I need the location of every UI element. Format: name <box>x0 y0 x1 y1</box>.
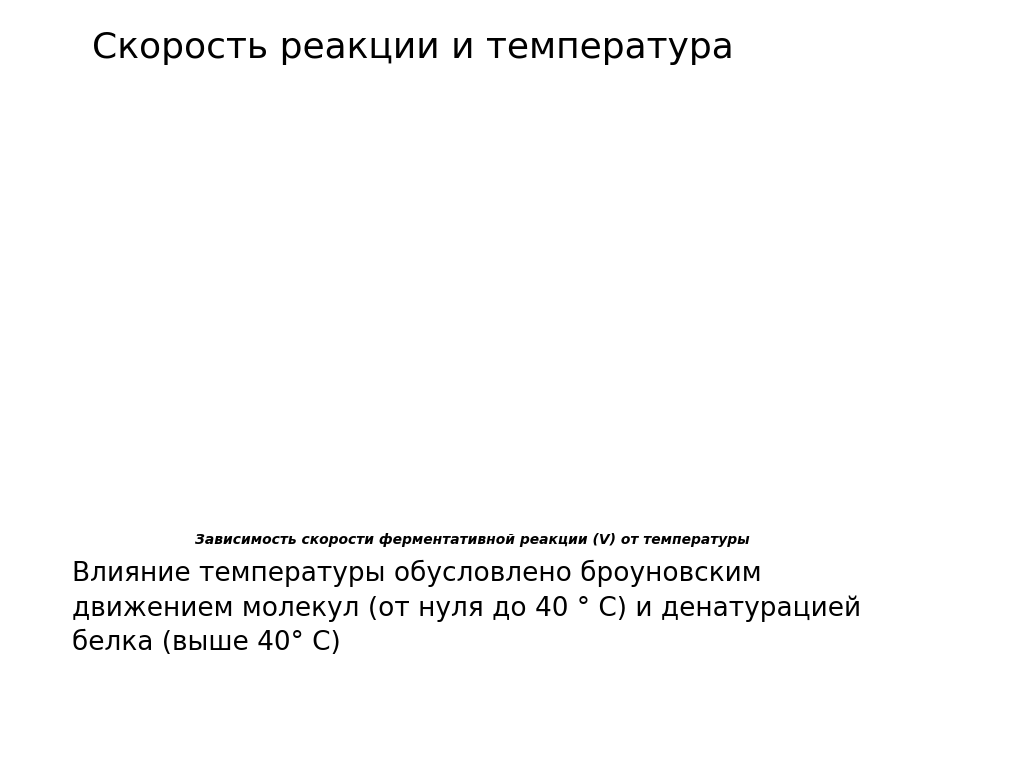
Text: 50: 50 <box>637 524 656 539</box>
Text: Каталитическая
активность
снижается: Каталитическая активность снижается <box>638 234 775 338</box>
Text: Скорость реакции и температура: Скорость реакции и температура <box>92 31 734 64</box>
Text: Максимальная
каталитическая
активность: Максимальная каталитическая активность <box>588 95 723 145</box>
Text: 60: 60 <box>723 524 741 539</box>
Text: Зависимость скорости ферментативной реакции (V) от температуры: Зависимость скорости ферментативной реак… <box>195 533 750 547</box>
Text: 40: 40 <box>552 524 571 539</box>
Text: t, °C: t, °C <box>797 524 834 542</box>
Text: Каталитическая
активность
возрастет: Каталитическая активность возрастет <box>305 213 442 291</box>
Text: 20: 20 <box>381 524 400 539</box>
Text: 30: 30 <box>467 524 485 539</box>
Text: 29: 29 <box>59 705 89 726</box>
Circle shape <box>38 684 112 746</box>
Text: 10: 10 <box>296 524 315 539</box>
Text: V,
мкмоль/мин: V, мкмоль/мин <box>95 196 191 229</box>
Text: Влияние температуры обусловлено броуновским
движением молекул (от нуля до 40 ° С: Влияние температуры обусловлено броуновс… <box>72 560 861 656</box>
Text: 0: 0 <box>215 524 225 539</box>
